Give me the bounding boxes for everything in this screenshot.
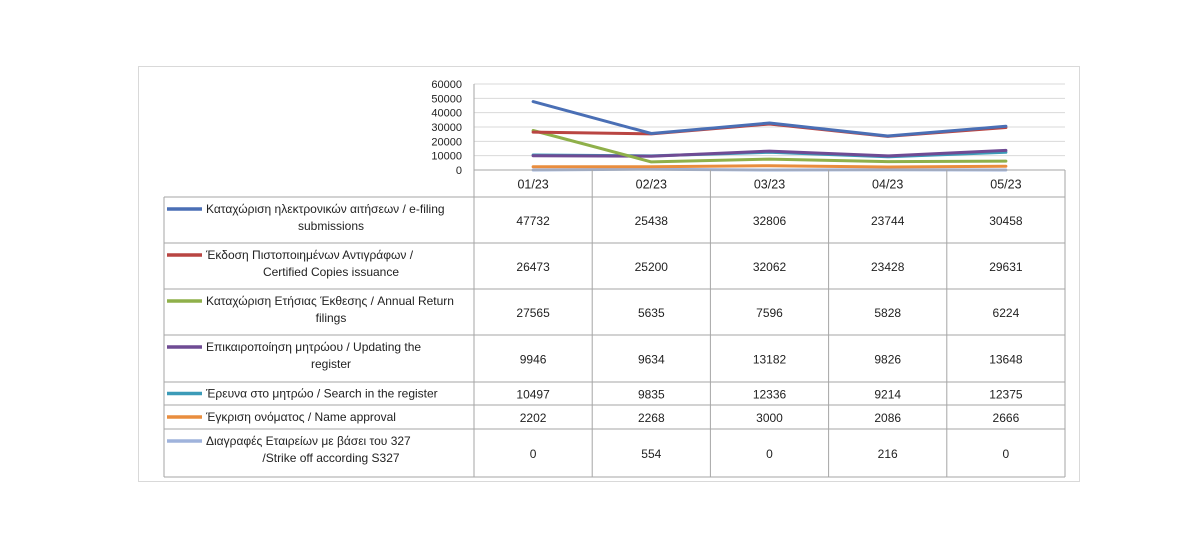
data-label: 10497 [516,388,550,402]
data-label: 9835 [638,388,665,402]
y-tick-label: 10000 [431,151,462,163]
data-label: 2086 [874,411,901,425]
data-label: 25438 [635,214,669,228]
data-label: 6224 [993,306,1020,320]
series-line [531,129,1008,164]
data-label: 23744 [871,214,905,228]
data-label: 216 [878,447,898,461]
legend-label: Έγκριση ονόματος / Name approval [205,410,396,424]
data-label: 13648 [989,353,1023,367]
y-tick-label: 40000 [431,108,462,120]
data-label: 12375 [989,388,1023,402]
data-label: 32062 [753,260,787,274]
data-label: 0 [1003,447,1010,461]
series-line [531,148,1008,158]
category-label: 01/23 [517,178,548,192]
y-tick-label: 60000 [431,79,462,91]
data-label: 26473 [516,260,550,274]
legend-label: Επικαιροποίηση μητρώου / Updating the [206,340,421,354]
data-label: 554 [641,447,661,461]
data-label: 9946 [520,353,547,367]
data-label: 12336 [753,388,787,402]
legend-label: /Strike off according S327 [262,451,400,465]
data-label: 0 [530,447,537,461]
legend-label: filings [316,311,347,325]
y-tick-label: 30000 [431,122,462,134]
y-tick-label: 20000 [431,136,462,148]
legend-label: Certified Copies issuance [263,265,399,279]
chart-frame: 0 10000 20000 30000 40000 50000 60000 01/23 02/2… [138,66,1080,482]
data-label: 2268 [638,411,665,425]
legend-label: Έκδοση Πιστοποιημένων Αντιγράφων / [205,248,414,262]
data-label: 27565 [516,306,550,320]
legend-label: Έρευνα στο μητρώο / Search in the regist… [205,387,438,401]
data-label: 5828 [874,306,901,320]
data-label: 3000 [756,411,783,425]
y-tick-label: 0 [456,165,462,177]
data-label: 32806 [753,214,787,228]
legend-label: Διαγραφές Εταιρείων με βάσει του 327 [206,434,411,448]
data-label: 30458 [989,214,1023,228]
legend-label: Καταχώριση Ετήσιας Έκθεσης / Annual Retu… [206,294,454,308]
data-label: 25200 [635,260,669,274]
data-label: 5635 [638,306,665,320]
data-label: 23428 [871,260,905,274]
category-label: 05/23 [990,178,1021,192]
data-label: 47732 [516,214,550,228]
data-label: 9214 [874,388,901,402]
data-label: 9826 [874,353,901,367]
category-label: 04/23 [872,178,903,192]
data-label: 2666 [993,411,1020,425]
series-line [531,122,1008,138]
data-label: 7596 [756,306,783,320]
legend-label: register [311,357,351,371]
data-label: 29631 [989,260,1023,274]
data-label: 2202 [520,411,547,425]
category-label: 02/23 [636,178,667,192]
y-tick-label: 50000 [431,93,462,105]
series-line [531,164,1008,169]
series-line [531,100,1008,138]
data-label: 13182 [753,353,787,367]
category-label: 03/23 [754,178,785,192]
legend-label: submissions [298,219,364,233]
data-label: 0 [766,447,773,461]
data-label: 9634 [638,353,665,367]
legend-label: Καταχώριση ηλεκτρονικών αιτήσεων / e-fil… [206,202,445,216]
